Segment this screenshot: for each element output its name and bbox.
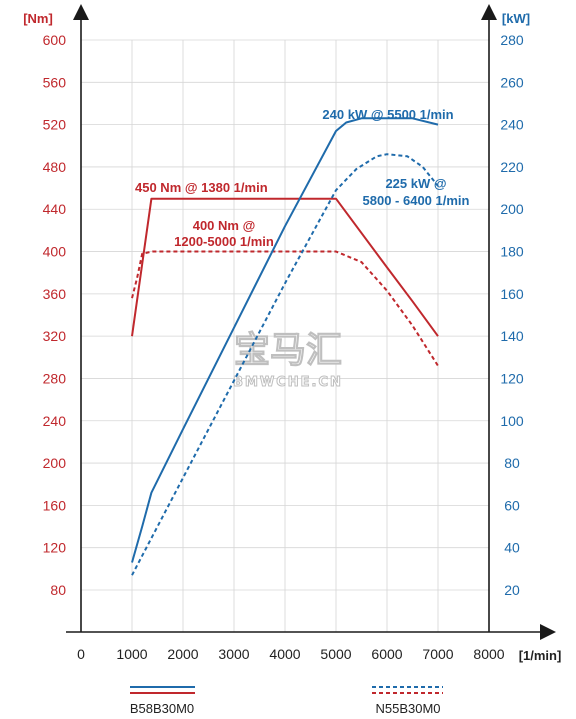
left-tick-label: 360 (43, 286, 67, 302)
legend-label: N55B30M0 (375, 701, 440, 716)
right-tick-label: 40 (504, 540, 520, 556)
right-tick-label: 220 (500, 159, 524, 175)
right-tick-label: 240 (500, 117, 524, 133)
right-tick-label: 20 (504, 582, 520, 598)
annotation-n55-torque: 1200-5000 1/min (174, 234, 274, 249)
annotation-b58-power: 240 kW @ 5500 1/min (322, 107, 453, 122)
series-lines (131, 117, 439, 576)
left-tick-label: 240 (43, 413, 67, 429)
annotations: 450 Nm @ 1380 1/min 400 Nm @1200-5000 1/m… (135, 107, 470, 249)
x-tick-label: 0 (77, 646, 85, 662)
annotation-n55-power: 225 kW @ (385, 176, 446, 191)
right-tick-label: 280 (500, 32, 524, 48)
right-tick-label: 140 (500, 328, 524, 344)
x-tick-label: 7000 (422, 646, 453, 662)
series-line-torque-b58 (131, 197, 439, 337)
right-tick-label: 160 (500, 286, 524, 302)
watermark: 宝马汇 BMWCHE.CN (233, 330, 343, 391)
left-tick-label: 600 (43, 32, 67, 48)
right-tick-label: 100 (500, 413, 524, 429)
left-tick-label: 440 (43, 201, 67, 217)
right-tick-label: 200 (500, 201, 524, 217)
legend: B58B30M0 N55B30M0 (130, 686, 443, 716)
left-tick-label: 520 (43, 117, 67, 133)
right-tick-label: 120 (500, 370, 524, 386)
left-tick-label: 480 (43, 159, 67, 175)
left-tick-label: 80 (50, 582, 66, 598)
right-tick-label: 260 (500, 74, 524, 90)
x-axis-unit: [1/min] (519, 648, 562, 663)
x-tick-label: 1000 (116, 646, 147, 662)
left-axis-unit: [Nm] (23, 11, 53, 26)
series-line-torque-n55 (131, 250, 439, 367)
annotation-n55-power: 5800 - 6400 1/min (363, 193, 470, 208)
left-tick-label: 560 (43, 74, 67, 90)
annotation-n55-torque: 400 Nm @ (193, 218, 256, 233)
annotation-b58-torque: 450 Nm @ 1380 1/min (135, 180, 268, 195)
right-tick-label: 80 (504, 455, 520, 471)
x-tick-label: 2000 (167, 646, 198, 662)
x-tick-label: 4000 (269, 646, 300, 662)
left-tick-label: 400 (43, 244, 67, 260)
right-tick-label: 180 (500, 244, 524, 260)
left-tick-label: 200 (43, 455, 67, 471)
left-tick-label: 280 (43, 370, 67, 386)
series-line-power-b58 (131, 117, 439, 563)
right-axis-unit: [kW] (502, 11, 530, 26)
series-line-power-n55 (131, 153, 439, 576)
watermark-url-text: BMWCHE.CN (233, 375, 343, 390)
left-tick-label: 120 (43, 540, 67, 556)
x-tick-label: 6000 (371, 646, 402, 662)
watermark-logo-text: 宝马汇 (234, 330, 342, 371)
legend-label: B58B30M0 (130, 701, 194, 716)
left-tick-label: 160 (43, 497, 67, 513)
x-tick-label: 3000 (218, 646, 249, 662)
x-tick-label: 5000 (320, 646, 351, 662)
axes (66, 4, 556, 640)
tick-labels: [Nm] [kW][1/min]6005605204804404003603202… (23, 11, 561, 663)
x-tick-label: 8000 (473, 646, 504, 662)
left-tick-label: 320 (43, 328, 67, 344)
right-tick-label: 60 (504, 497, 520, 513)
